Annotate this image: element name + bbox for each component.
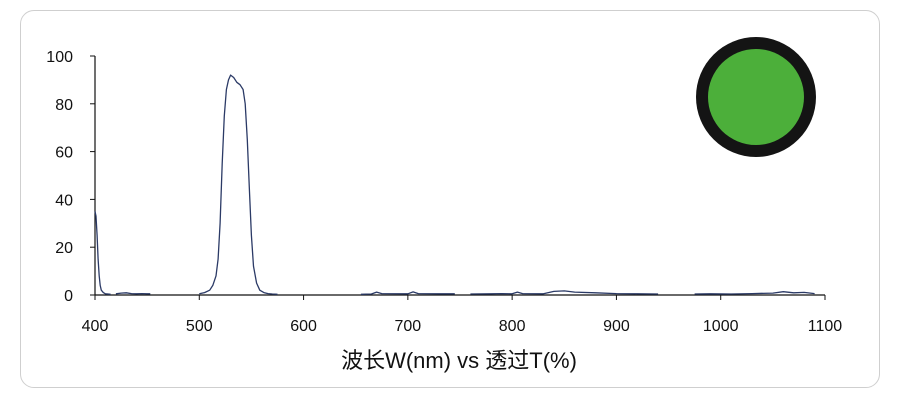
x-tick-label: 700	[395, 318, 422, 335]
green-filter-lens-icon	[696, 37, 816, 157]
x-tick-label: 800	[499, 318, 526, 335]
chart-axes	[94, 56, 825, 296]
transmission-curve-segment	[199, 74, 278, 295]
x-axis-title: 波长W(nm) vs 透过T(%)	[341, 348, 577, 373]
transmission-curve-segment	[115, 292, 151, 295]
filter-glass	[708, 49, 804, 145]
y-tick-label: 100	[46, 49, 73, 66]
y-tick-label: 0	[64, 288, 73, 305]
x-tick-label: 400	[82, 318, 109, 335]
y-tick-label: 20	[55, 240, 73, 257]
y-tick-label: 80	[55, 97, 73, 114]
y-tick-label: 40	[55, 192, 73, 209]
plot-area	[94, 74, 815, 295]
transmission-curve-segment	[694, 291, 815, 295]
transmission-curve-segment	[470, 290, 659, 295]
x-tick-label: 1000	[703, 318, 739, 335]
y-tick-label: 60	[55, 145, 73, 162]
transmission-curve-segment	[94, 211, 111, 295]
x-tick-label: 500	[186, 318, 213, 335]
x-tick-label: 600	[290, 318, 317, 335]
transmission-curve-segment	[360, 291, 455, 295]
chart-ticks: 0 20 40 60 80 100 400 500 600 700 800 900 1000 1100	[46, 49, 842, 335]
x-tick-label: 1100	[808, 318, 843, 335]
x-tick-label: 900	[603, 318, 630, 335]
